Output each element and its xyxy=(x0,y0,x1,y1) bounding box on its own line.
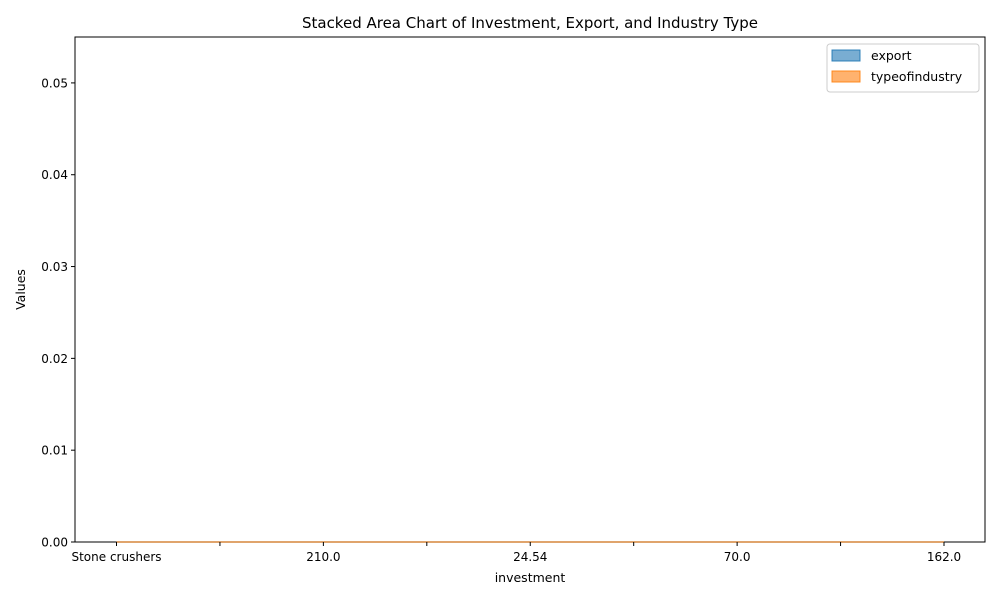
legend-swatch-export xyxy=(831,49,861,62)
y-tick-label: 0.03 xyxy=(41,260,68,274)
legend: export typeofindustry xyxy=(826,43,980,93)
legend-box xyxy=(826,43,980,93)
y-tick-label: 0.00 xyxy=(41,536,68,550)
x-tick-label: 210.0 xyxy=(306,550,340,564)
y-tick-label: 0.04 xyxy=(41,168,68,182)
y-tick-label: 0.05 xyxy=(41,76,68,90)
x-tick-label: 70.0 xyxy=(724,550,751,564)
legend-label-export: export xyxy=(871,48,912,63)
x-tick-label: 162.0 xyxy=(927,550,961,564)
y-tick-label: 0.02 xyxy=(41,352,68,366)
chart-title: Stacked Area Chart of Investment, Export… xyxy=(302,14,758,32)
y-axis: 0.00 0.01 0.02 0.03 0.04 0.05 xyxy=(41,76,75,550)
legend-swatch-typeofindustry xyxy=(831,70,861,83)
y-tick-label: 0.01 xyxy=(41,444,68,458)
x-tick-label: Stone crushers xyxy=(71,550,161,564)
legend-label-typeofindustry: typeofindustry xyxy=(871,69,963,84)
x-tick-label: 24.54 xyxy=(513,550,547,564)
x-axis: Stone crushers 210.0 24.54 70.0 162.0 xyxy=(71,542,961,564)
y-axis-label: Values xyxy=(13,269,28,310)
x-axis-label: investment xyxy=(495,570,566,585)
